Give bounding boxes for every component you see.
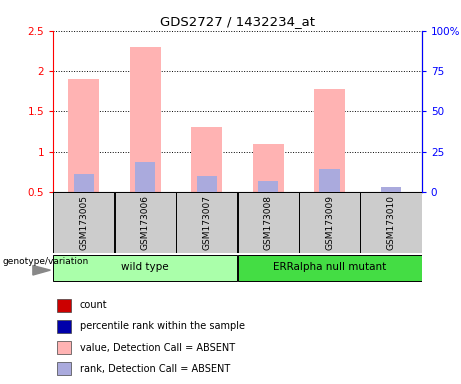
Text: genotype/variation: genotype/variation [3, 257, 89, 266]
Bar [237, 192, 299, 253]
Text: percentile rank within the sample: percentile rank within the sample [80, 321, 244, 331]
Bar [57, 341, 71, 354]
Title: GDS2727 / 1432234_at: GDS2727 / 1432234_at [160, 15, 315, 28]
Text: value, Detection Call = ABSENT: value, Detection Call = ABSENT [80, 343, 235, 353]
Polygon shape [33, 266, 50, 275]
Bar [74, 174, 94, 192]
Bar [314, 89, 345, 192]
Bar [319, 169, 340, 192]
Text: ERRalpha null mutant: ERRalpha null mutant [273, 262, 386, 272]
Bar [57, 299, 71, 312]
Bar [57, 362, 71, 376]
Bar [57, 319, 71, 333]
Bar [53, 192, 114, 253]
Text: GSM173010: GSM173010 [387, 195, 396, 250]
Bar [196, 176, 217, 192]
Bar [299, 192, 360, 253]
Bar [130, 47, 160, 192]
Bar [258, 181, 278, 192]
Text: GSM173006: GSM173006 [141, 195, 150, 250]
Text: GSM173009: GSM173009 [325, 195, 334, 250]
Bar [361, 192, 422, 253]
Text: rank, Detection Call = ABSENT: rank, Detection Call = ABSENT [80, 364, 230, 374]
Text: GSM173008: GSM173008 [264, 195, 272, 250]
Bar [191, 127, 222, 192]
Bar [135, 162, 155, 192]
Bar [115, 192, 176, 253]
Bar [237, 255, 422, 281]
Bar [68, 79, 99, 192]
Bar [253, 144, 284, 192]
Text: wild type: wild type [121, 262, 169, 272]
Bar [381, 187, 401, 192]
Bar [53, 255, 237, 281]
Text: count: count [80, 300, 107, 310]
Text: GSM173007: GSM173007 [202, 195, 211, 250]
Bar [176, 192, 237, 253]
Text: GSM173005: GSM173005 [79, 195, 88, 250]
